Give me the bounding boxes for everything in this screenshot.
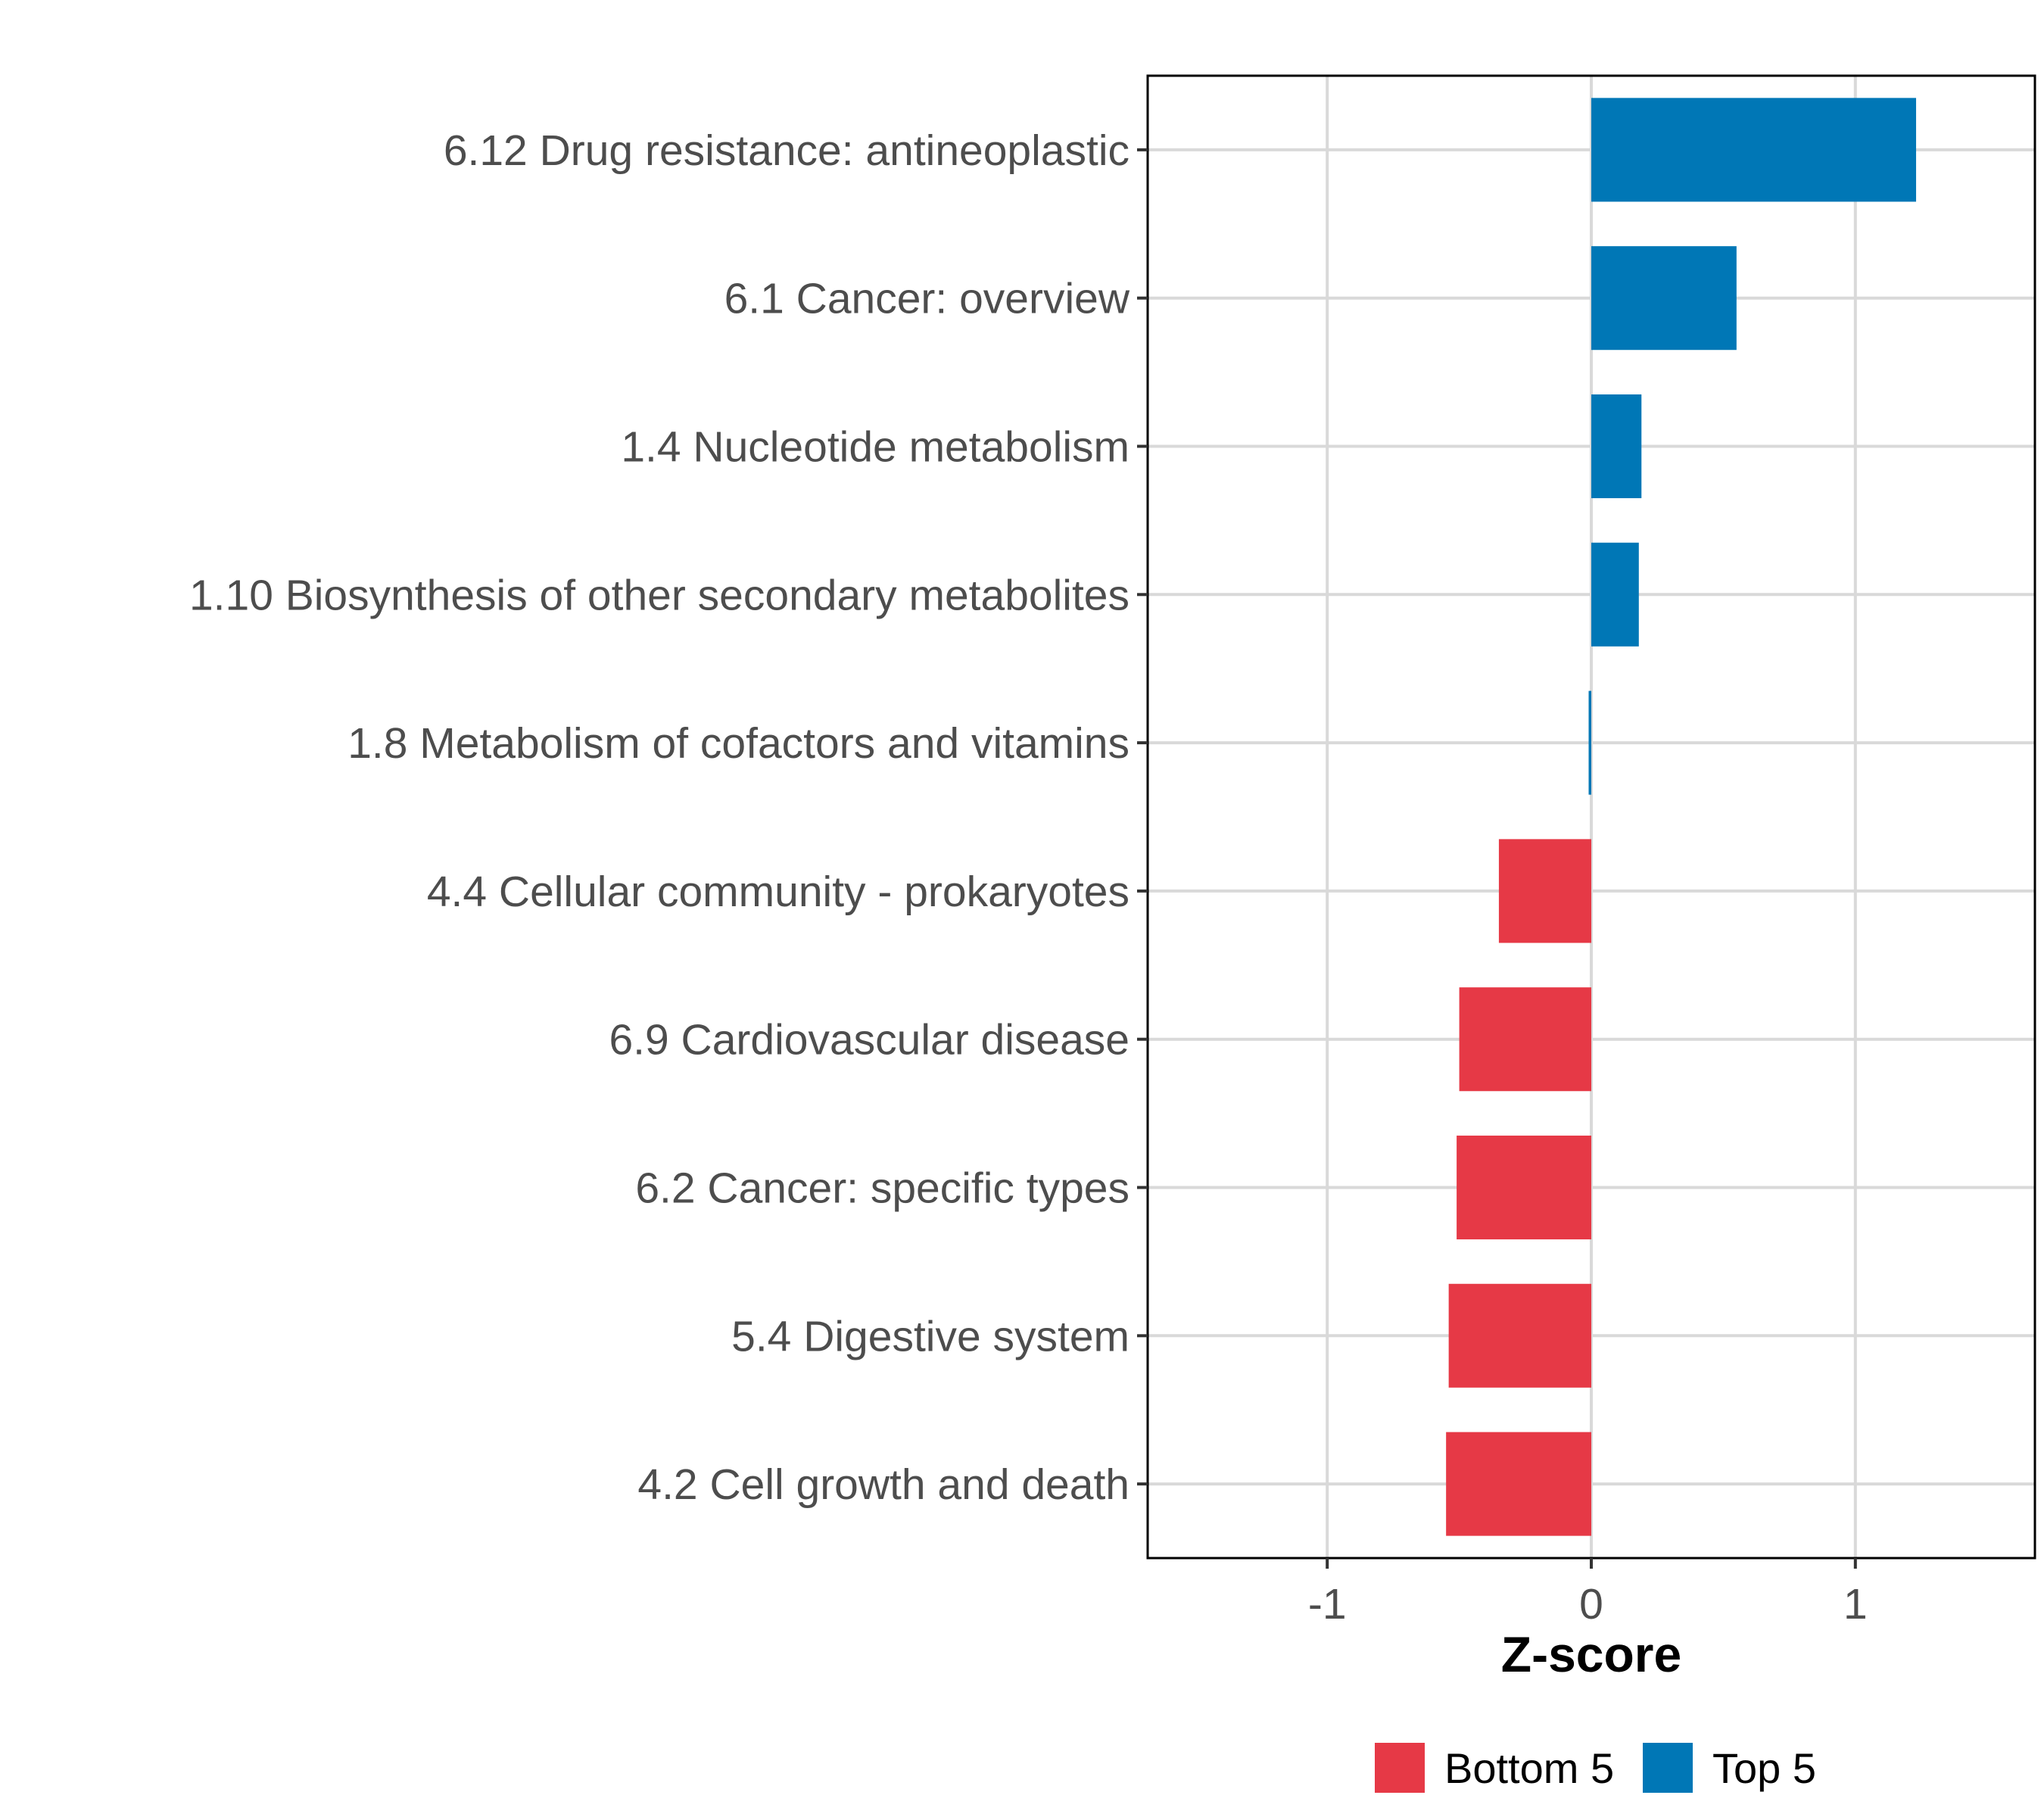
category-label: 4.4 Cellular community - prokaryotes (427, 868, 1129, 916)
x-axis: -1 0 1 (1308, 1558, 1868, 1628)
bar-5-4-digestive-system (1448, 1283, 1591, 1388)
bar-6-9-cardiovascular-disease (1459, 987, 1591, 1092)
category-label: 5.4 Digestive system (731, 1312, 1129, 1360)
bar-1-4-nucleotide-metabolism (1591, 394, 1642, 499)
category-label: 4.2 Cell growth and death (637, 1460, 1129, 1509)
bar-1-8-metabolism-of-cofactors-and-vitamins (1588, 690, 1591, 795)
legend-swatch-bottom-5 (1375, 1743, 1425, 1793)
legend: Bottom 5 Top 5 (1375, 1743, 1816, 1793)
category-label: 6.1 Cancer: overview (724, 275, 1130, 323)
bar-6-2-cancer-specific-types (1457, 1135, 1591, 1240)
bar-6-12-drug-resistance-antineoplastic (1591, 98, 1917, 202)
legend-label-top-5: Top 5 (1712, 1744, 1816, 1792)
x-tick-label: -1 (1308, 1580, 1347, 1628)
bar-4-4-cellular-community-prokaryotes (1498, 839, 1591, 943)
category-label: 6.9 Cardiovascular disease (609, 1016, 1129, 1064)
category-label: 6.12 Drug resistance: antineoplastic (444, 126, 1129, 175)
x-tick-label: 1 (1843, 1580, 1868, 1628)
legend-label-bottom-5: Bottom 5 (1444, 1744, 1614, 1792)
x-tick-label: 0 (1579, 1580, 1603, 1628)
category-label: 1.8 Metabolism of cofactors and vitamins (347, 719, 1129, 768)
x-axis-title: Z-score (1501, 1626, 1681, 1682)
bar-layer (1446, 98, 1917, 1536)
y-axis: 6.12 Drug resistance: antineoplastic 6.1 … (189, 126, 1148, 1509)
category-label: 1.4 Nucleotide metabolism (621, 423, 1129, 472)
bar-4-2-cell-growth-and-death (1446, 1432, 1591, 1536)
bar-6-1-cancer-overview (1591, 246, 1737, 351)
category-label: 1.10 Biosynthesis of other secondary met… (189, 571, 1129, 619)
legend-swatch-top-5 (1643, 1743, 1693, 1793)
bar-1-10-biosynthesis-of-other-secondary-metabolites (1591, 542, 1639, 647)
category-label: 6.2 Cancer: specific types (635, 1164, 1129, 1213)
